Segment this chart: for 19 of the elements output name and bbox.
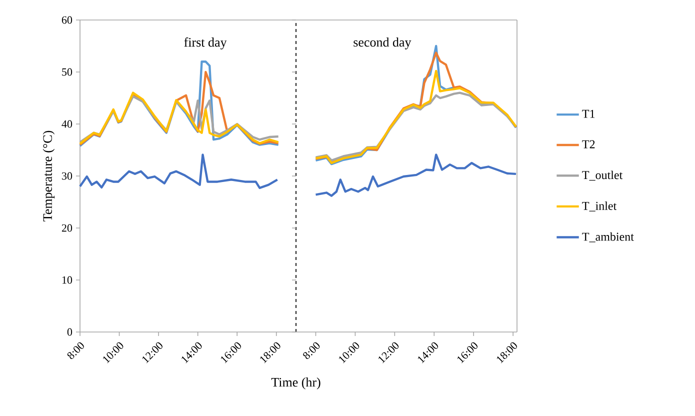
y-tick-label: 0 <box>67 328 72 336</box>
y-tick-label: 30 <box>62 172 72 180</box>
y-tick-label: 60 <box>62 16 72 24</box>
y-tick-label: 50 <box>62 68 72 76</box>
x-axis-title: Time (hr) <box>271 378 320 390</box>
annotation: first day <box>184 37 227 50</box>
legend-label: T1 <box>582 110 595 118</box>
legend-label: T_outlet <box>582 170 623 181</box>
y-tick-label: 10 <box>62 276 72 284</box>
legend-label: T2 <box>582 140 595 148</box>
legend-label: T_inlet <box>582 202 617 212</box>
annotation: second day <box>354 37 412 50</box>
y-axis-title: Temperature (°C) <box>42 130 55 222</box>
y-tick-label: 40 <box>62 120 72 128</box>
x-tick-label: 8:00 <box>67 342 84 360</box>
x-tick-label: 8:00 <box>303 342 320 360</box>
line-series <box>78 154 278 190</box>
legend-label: T_ambient <box>582 232 634 242</box>
y-tick-label: 20 <box>62 224 72 232</box>
